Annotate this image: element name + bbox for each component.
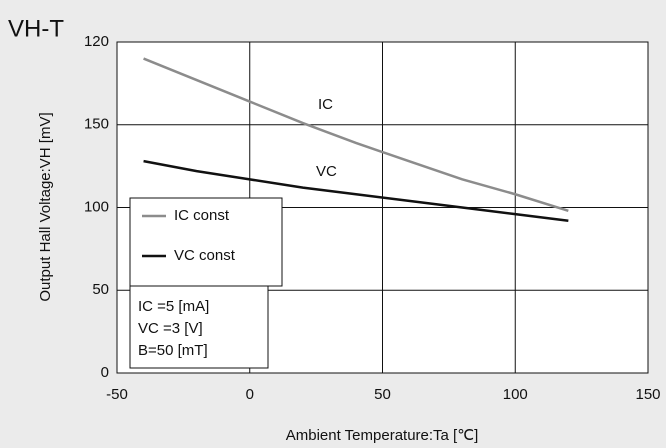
y-tick-label: 150 [84,116,109,133]
x-tick-label: -50 [106,386,128,403]
notes-box [129,285,269,369]
data-line [143,57,569,213]
data-line [143,159,569,222]
legend-label: IC const [174,207,230,224]
y-tick-label: 0 [101,364,109,381]
curve-label: IC [318,96,333,113]
legend-label: VC const [174,247,236,264]
y-tick-label: 100 [84,198,109,215]
y-tick-label: 120 [84,33,109,50]
x-axis-label: Ambient Temperature:Ta [℃] [286,427,479,444]
x-tick-label: 150 [635,386,660,403]
x-tick-label: 50 [374,386,391,403]
y-tick-label: 50 [92,281,109,298]
plot-border [116,41,649,374]
x-tick-label: 100 [503,386,528,403]
legend-box [129,197,283,287]
note: VC =3 [V] [138,320,203,337]
curve-label: VC [316,163,337,180]
note: IC =5 [mA] [138,298,209,315]
x-tick-label: 0 [246,386,254,403]
note: B=50 [mT] [138,342,208,359]
chart-title: VH-T [8,15,64,42]
y-axis-label: Output Hall Voltage:VH [mV] [37,112,54,301]
